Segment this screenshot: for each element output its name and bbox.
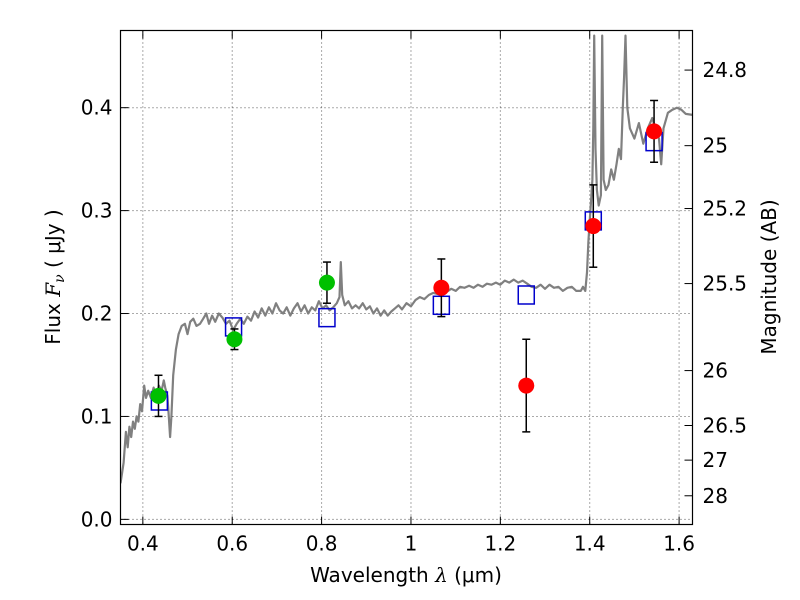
green-measurement-point <box>150 387 167 404</box>
x-tick-label: 0.8 <box>306 532 338 556</box>
y-axis-label: Flux Fν ( μJy ) <box>41 209 68 344</box>
mag-tick-label: 24.8 <box>703 58 748 82</box>
y-tick-label: 0.4 <box>81 96 113 120</box>
model-photometry-square <box>318 307 336 328</box>
red-measurement-point <box>433 279 450 296</box>
mag-tick-label: 25 <box>703 134 728 158</box>
plot-frame <box>119 29 694 526</box>
x-axis-label: Wavelength λ (μm) <box>310 563 502 587</box>
red-measurement-point <box>585 218 602 235</box>
red-measurement-point <box>646 123 663 140</box>
y-tick-label: 0.3 <box>81 199 113 223</box>
tick-layer: 0.4 0.6 0.8 1 1.2 1.4 1.6 0.0 0.1 0.2 0.3 0.4 24.8 25… <box>81 30 748 556</box>
x-tick-label: 1 <box>405 532 418 556</box>
green-measurement-point <box>318 274 335 291</box>
mag-tick-label: 28 <box>703 484 728 508</box>
mag-tick-label: 27 <box>703 448 728 472</box>
y-tick-label: 0.0 <box>81 507 113 531</box>
x-tick-label: 1.4 <box>574 532 606 556</box>
grid <box>120 30 693 525</box>
red-measurement-point <box>518 377 535 394</box>
mag-tick-label: 26.5 <box>703 413 748 437</box>
mag-tick-label: 26 <box>703 359 728 383</box>
green-measurement-point <box>226 331 243 348</box>
x-tick-label: 1.2 <box>484 532 516 556</box>
model-spectrum-line <box>120 34 693 484</box>
y-tick-label: 0.2 <box>81 302 113 326</box>
mag-tick-label: 25.2 <box>703 197 748 221</box>
model-photometry-square <box>517 285 536 305</box>
marker-layer <box>150 99 663 433</box>
x-tick-label: 1.6 <box>663 532 695 556</box>
model-spectrum-layer <box>120 34 693 484</box>
x-tick-label: 0.6 <box>216 532 248 556</box>
y2-axis-label: Magnitude (AB) <box>757 199 781 354</box>
mag-tick-label: 25.5 <box>703 272 748 296</box>
y-tick-label: 0.1 <box>81 404 113 428</box>
x-tick-label: 0.4 <box>127 532 159 556</box>
